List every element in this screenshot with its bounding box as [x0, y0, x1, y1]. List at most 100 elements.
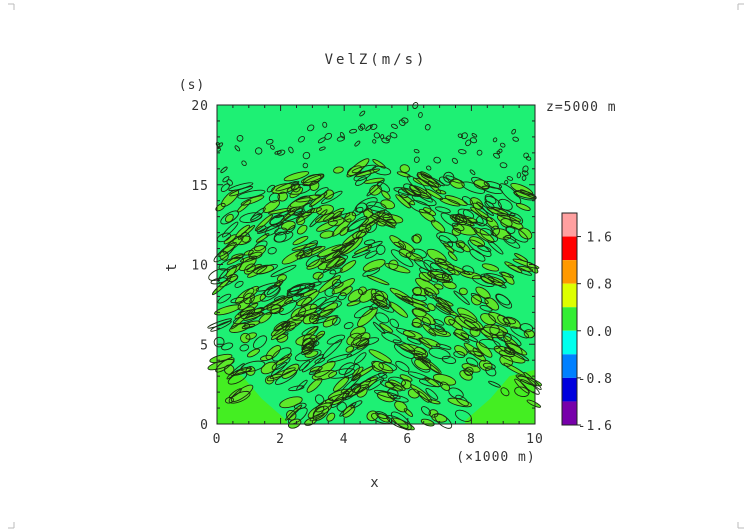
contour-line	[512, 136, 519, 142]
contour-line	[352, 332, 371, 347]
contour-line	[357, 307, 378, 327]
contour-line	[217, 241, 237, 257]
contour-line	[271, 183, 296, 194]
contour-line	[495, 293, 511, 306]
contour-line	[430, 219, 446, 233]
contour-line	[514, 253, 528, 263]
contour-line	[427, 303, 436, 311]
colorbar-swatch	[562, 354, 577, 378]
contour-line	[469, 137, 478, 144]
contour-line	[355, 176, 368, 186]
contour-line	[429, 262, 456, 276]
contour-line	[252, 335, 268, 349]
contour-line	[230, 310, 251, 330]
contour-line	[333, 166, 344, 174]
contour-line	[448, 319, 463, 331]
contour-patch	[268, 208, 292, 214]
contour-line	[389, 235, 407, 250]
contour-patch	[448, 251, 458, 261]
contour-line	[412, 287, 429, 297]
contour-line	[447, 397, 472, 408]
contour-line	[326, 412, 336, 422]
contour-line	[269, 215, 285, 225]
contour-line	[248, 251, 263, 260]
contour-line	[372, 165, 392, 176]
contour-line	[510, 183, 534, 196]
contour-line	[448, 387, 464, 400]
contour-line	[424, 376, 440, 388]
contour-line	[457, 133, 464, 139]
contour-line	[421, 406, 431, 416]
contour-line	[270, 362, 288, 376]
contour-patch	[221, 189, 239, 207]
contour-line	[419, 337, 441, 348]
contour-patch	[385, 263, 411, 273]
contour-line	[249, 293, 267, 304]
contour-line	[243, 292, 255, 305]
contour-patch	[296, 297, 312, 306]
contour-line	[221, 342, 234, 351]
contour-patch	[501, 272, 515, 285]
contour-line	[255, 233, 270, 243]
contour-line	[226, 254, 244, 265]
contour-line	[255, 282, 281, 292]
contour-line	[347, 218, 369, 231]
contour-line	[502, 332, 522, 347]
contour-line	[504, 180, 509, 185]
contour-line	[263, 284, 280, 298]
contour-line	[511, 128, 517, 135]
contour-line	[292, 235, 309, 246]
contour-line	[426, 165, 432, 171]
contour-line	[301, 337, 316, 351]
contour-line	[230, 296, 245, 304]
contour-line	[269, 144, 275, 150]
contour-line	[416, 173, 441, 188]
contour-line	[220, 166, 228, 174]
contour-line	[214, 304, 242, 316]
contour-line	[521, 170, 529, 176]
contour-line	[462, 209, 484, 225]
contour-line	[420, 174, 445, 187]
contour-line	[220, 210, 240, 225]
contour-line	[359, 123, 366, 130]
contour-line	[499, 162, 508, 169]
contour-line	[238, 257, 257, 272]
y-unit-label: (s)	[179, 78, 205, 93]
contour-line	[451, 157, 458, 164]
contour-line	[281, 319, 303, 328]
contour-line	[399, 343, 427, 355]
contour-line	[316, 220, 338, 232]
contour-line	[346, 215, 368, 233]
contour-line	[335, 258, 347, 268]
contour-patch	[448, 319, 463, 330]
contour-line	[287, 206, 303, 216]
contour-line	[523, 371, 542, 391]
contour-line	[320, 250, 341, 263]
contour-line	[467, 239, 492, 257]
contour-line	[525, 156, 532, 161]
contour-line	[399, 374, 413, 382]
contour-line	[458, 241, 471, 253]
contour-patch	[320, 230, 334, 239]
contour-patch	[514, 379, 530, 394]
contour-patch	[381, 190, 391, 200]
contour-line	[435, 343, 452, 350]
contour-line	[412, 317, 422, 328]
contour-line	[459, 370, 473, 381]
contour-patch	[514, 253, 528, 262]
contour-line	[347, 289, 363, 302]
contour-line	[387, 376, 406, 387]
contour-line	[213, 336, 225, 348]
contour-patch	[300, 289, 317, 298]
contour-patch	[313, 272, 324, 280]
contour-line	[480, 273, 495, 284]
contour-line	[388, 301, 409, 318]
contour-patch	[479, 360, 493, 371]
contour-line	[336, 136, 346, 142]
contour-line	[266, 281, 283, 295]
contour-line	[287, 407, 308, 425]
contour-line	[413, 258, 432, 271]
contour-line	[226, 179, 233, 186]
contour-line	[516, 172, 522, 179]
contour-line	[327, 388, 354, 402]
